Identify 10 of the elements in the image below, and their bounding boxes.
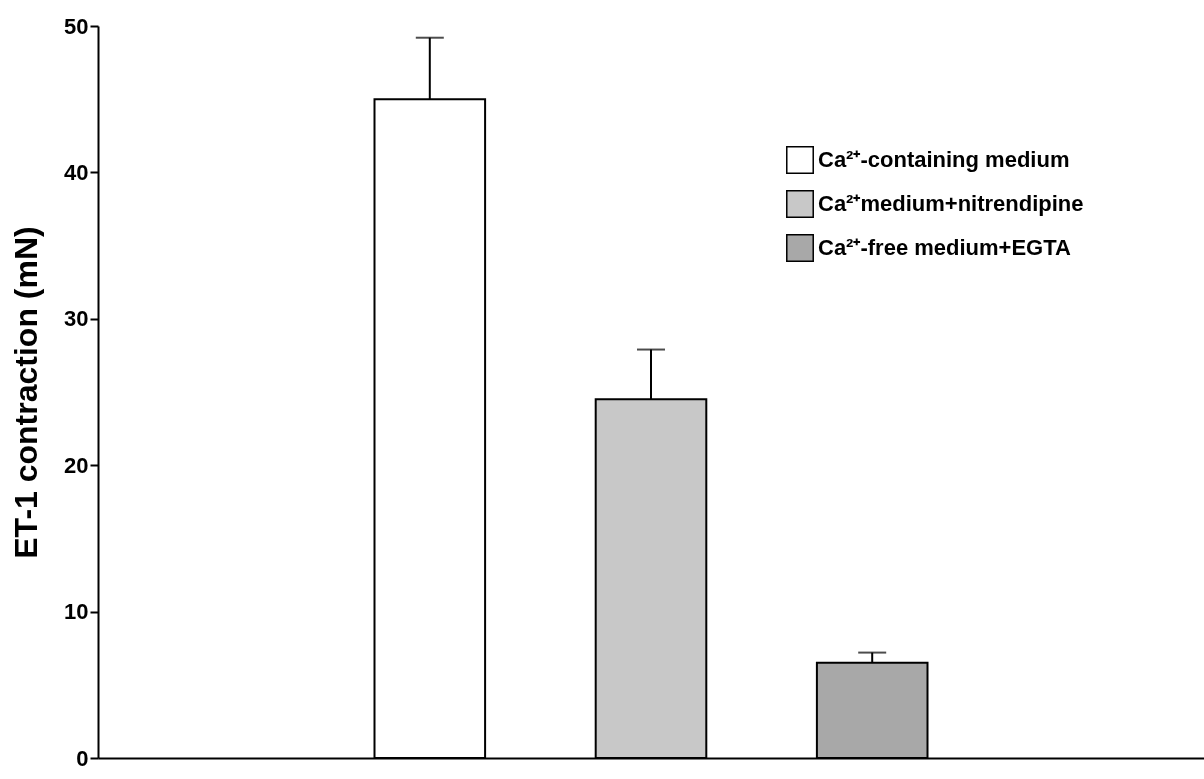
legend-label: Ca²⁺-free medium+EGTA	[818, 235, 1072, 260]
legend-label: Ca²⁺-containing medium	[818, 147, 1070, 172]
legend-label: Ca²⁺medium+nitrendipine	[818, 191, 1084, 216]
y-tick-label: 30	[64, 306, 89, 332]
y-axis-title: ET-1 contraction (mN)	[8, 226, 45, 559]
y-tick-label: 40	[64, 159, 89, 185]
y-tick-label: 50	[64, 13, 89, 39]
y-tick-label: 20	[64, 452, 89, 478]
y-tick-label: 10	[64, 599, 89, 625]
y-tick-label: 0	[76, 745, 89, 771]
